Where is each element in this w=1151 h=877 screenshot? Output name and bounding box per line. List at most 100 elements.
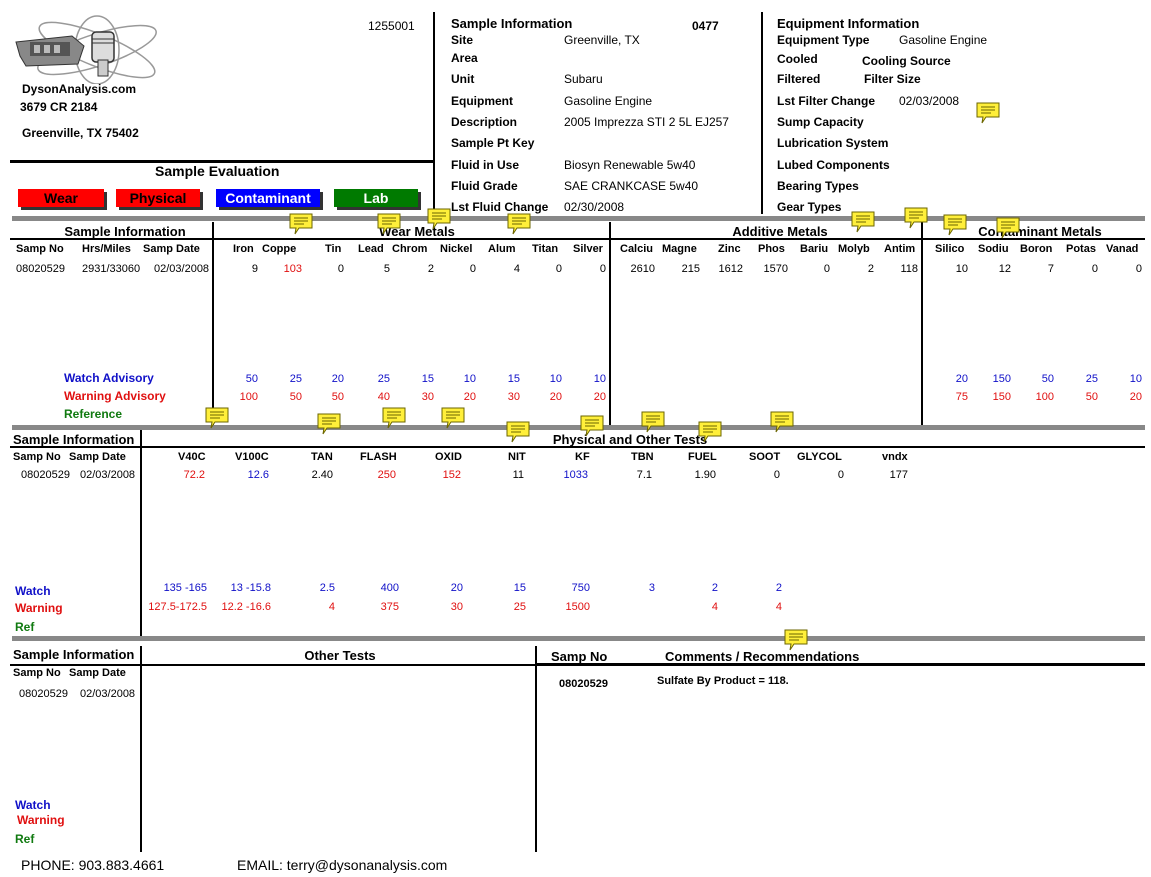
equipment-field-label: Equipment Type xyxy=(777,33,870,47)
metals-sample-info-title: Sample Information xyxy=(64,224,186,239)
wear-col-header: Iron xyxy=(233,243,254,255)
physical-col-header: SOOT xyxy=(749,451,781,463)
contaminant-watch: 150 xyxy=(992,373,1011,385)
physical-warning: 1500 xyxy=(565,601,590,613)
note-icon[interactable] xyxy=(784,629,808,651)
additive-value: 118 xyxy=(900,263,918,275)
note-icon[interactable] xyxy=(506,421,530,443)
equipment-field-label: Sump Capacity xyxy=(777,115,864,129)
sample-info-number: 0477 xyxy=(692,19,719,33)
wear-warning: 100 xyxy=(239,391,258,403)
additive-value: 1612 xyxy=(718,263,743,275)
other-col-samp-no: Samp No xyxy=(13,667,61,679)
sample-field-label: Description xyxy=(451,115,518,129)
col-samp-no: Samp No xyxy=(16,243,64,255)
phys-col-samp-date: Samp Date xyxy=(69,451,126,463)
physical-col-header: V40C xyxy=(178,451,206,463)
phys-warning-label: Warning xyxy=(15,601,63,615)
wear-watch: 10 xyxy=(593,373,606,385)
note-icon[interactable] xyxy=(205,407,229,429)
wear-warning: 40 xyxy=(377,391,390,403)
wear-watch: 15 xyxy=(421,373,434,385)
company-address-2: Greenville, TX 75402 xyxy=(22,126,139,140)
note-icon[interactable] xyxy=(382,407,406,429)
metals-samp-no: 08020529 xyxy=(16,263,65,275)
equipment-info-title: Equipment Information xyxy=(777,16,920,31)
note-icon[interactable] xyxy=(698,421,722,443)
phys-ref-label: Ref xyxy=(15,620,35,634)
sample-field-label: Fluid in Use xyxy=(451,158,520,172)
wear-warning: 20 xyxy=(463,391,476,403)
wear-warning: 50 xyxy=(331,391,344,403)
physical-warning: 127.5-172.5 xyxy=(148,601,207,613)
physical-col-header: vndx xyxy=(882,451,908,463)
physical-col-header: KF xyxy=(575,451,590,463)
equipment-field-label: Bearing Types xyxy=(777,179,859,193)
physical-tests-title: Physical and Other Tests xyxy=(552,432,708,447)
note-icon[interactable] xyxy=(996,217,1020,239)
contaminant-watch: 20 xyxy=(955,373,968,385)
physical-warning: 375 xyxy=(380,601,399,613)
wear-watch: 20 xyxy=(331,373,344,385)
contaminant-value: 7 xyxy=(1047,263,1054,275)
sample-field-label: Sample Pt Key xyxy=(451,136,535,150)
physical-warning: 30 xyxy=(450,601,463,613)
physical-watch: 2.5 xyxy=(319,582,335,594)
contaminant-col-header: Boron xyxy=(1020,243,1053,255)
metals-hrs-miles: 2931/33060 xyxy=(82,263,141,275)
note-icon[interactable] xyxy=(317,413,341,435)
note-icon[interactable] xyxy=(641,411,665,433)
note-icon[interactable] xyxy=(770,411,794,433)
additive-value: 2 xyxy=(867,263,874,275)
note-icon[interactable] xyxy=(943,214,967,236)
physical-watch: 20 xyxy=(450,582,463,594)
physical-warning: 4 xyxy=(328,601,335,613)
other-ref-label: Ref xyxy=(15,832,35,846)
physical-value: 12.6 xyxy=(247,469,269,481)
equipment-field-value: 02/03/2008 xyxy=(899,94,960,108)
contaminant-col-header: Vanad xyxy=(1106,243,1139,255)
sample-field-value: Gasoline Engine xyxy=(564,94,653,108)
wear-warning: 30 xyxy=(421,391,434,403)
physical-col-header: V100C xyxy=(235,451,269,463)
physical-watch: 3 xyxy=(648,582,655,594)
note-icon[interactable] xyxy=(377,213,401,235)
watch-advisory-label: Watch Advisory xyxy=(64,371,154,385)
wear-warning: 20 xyxy=(549,391,562,403)
wear-metals-title: Wear Metals xyxy=(379,224,455,239)
physical-warning: 25 xyxy=(513,601,526,613)
additive-col-header: Bariu xyxy=(800,243,829,255)
additive-col-header: Antim xyxy=(884,243,916,255)
wear-col-header: Nickel xyxy=(440,243,473,255)
additive-value: 215 xyxy=(681,263,700,275)
wear-watch: 10 xyxy=(463,373,476,385)
note-icon[interactable] xyxy=(904,207,928,229)
equipment-field-label: Filtered xyxy=(777,72,821,86)
additive-col-header: Phos xyxy=(758,243,785,255)
note-icon[interactable] xyxy=(976,102,1000,124)
physical-col-header: GLYCOL xyxy=(797,451,842,463)
physical-warning: 12.2 -16.6 xyxy=(221,601,271,613)
phys-samp-no: 08020529 xyxy=(21,469,70,481)
physical-value: 0 xyxy=(773,469,780,481)
physical-value: 152 xyxy=(442,469,461,481)
note-icon[interactable] xyxy=(851,211,875,233)
sample-field-value: Biosyn Renewable 5w40 xyxy=(564,158,696,172)
note-icon[interactable] xyxy=(289,213,313,235)
note-icon[interactable] xyxy=(507,213,531,235)
note-icon[interactable] xyxy=(580,415,604,437)
phys-watch-label: Watch xyxy=(15,584,51,598)
contaminant-badge: Contaminant xyxy=(216,189,320,207)
sample-field-value: 2005 Imprezza STI 2 5L EJ257 xyxy=(564,115,729,129)
sample-info-title: Sample Information xyxy=(451,16,573,31)
note-icon[interactable] xyxy=(441,407,465,429)
other-col-samp-date: Samp Date xyxy=(69,667,126,679)
contaminant-value: 10 xyxy=(955,263,968,275)
other-samp-no: 08020529 xyxy=(19,688,68,700)
equipment-field-value: Gasoline Engine xyxy=(899,33,988,47)
note-icon[interactable] xyxy=(427,208,451,230)
equipment-field-label: Cooled xyxy=(777,52,818,66)
physical-watch: 2 xyxy=(711,582,718,594)
sample-field-label: Site xyxy=(451,33,474,47)
sample-evaluation-title: Sample Evaluation xyxy=(155,163,280,179)
